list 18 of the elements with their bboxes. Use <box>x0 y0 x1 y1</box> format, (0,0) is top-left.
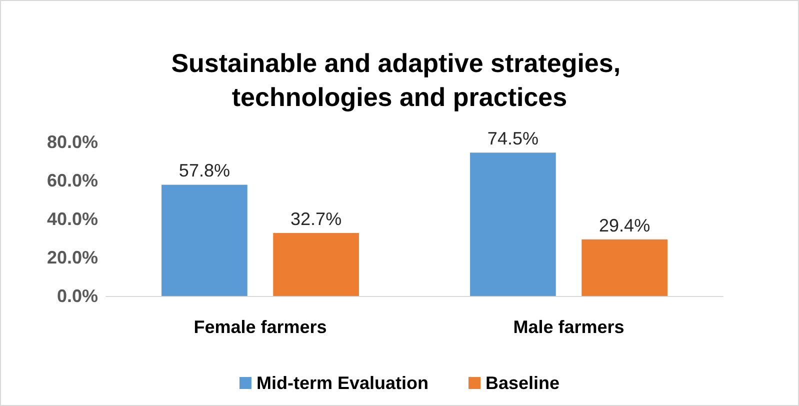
y-tick-label: 0.0% <box>56 286 98 306</box>
y-tick-label: 40.0% <box>46 209 98 229</box>
bar <box>162 184 248 296</box>
bar <box>470 152 556 296</box>
data-label: 74.5% <box>487 128 538 149</box>
x-tick-label: Male farmers <box>513 317 624 337</box>
legend-label: Mid-term Evaluation <box>256 373 428 393</box>
x-tick-label: Female farmers <box>194 317 327 337</box>
y-tick-label: 20.0% <box>46 248 98 268</box>
data-label: 32.7% <box>290 209 342 230</box>
y-tick-label: 80.0% <box>46 132 98 152</box>
legend-label: Baseline <box>485 373 560 393</box>
y-tick-label: 60.0% <box>46 170 98 190</box>
data-label: 29.4% <box>599 215 650 236</box>
bar <box>273 233 359 296</box>
data-label: 57.8% <box>178 160 230 181</box>
bar <box>582 239 668 296</box>
chart-title: Sustainable and adaptive strategies, technologies and practices <box>171 48 628 112</box>
